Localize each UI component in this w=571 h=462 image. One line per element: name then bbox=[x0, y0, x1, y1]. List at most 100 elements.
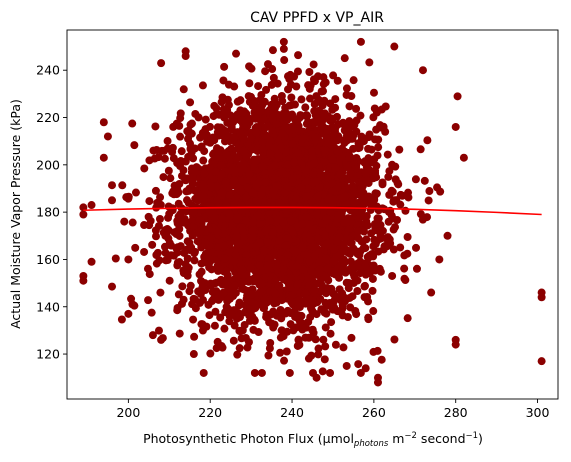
scatter-point bbox=[256, 253, 265, 262]
scatter-point bbox=[309, 60, 318, 69]
scatter-point bbox=[242, 251, 251, 260]
scatter-point bbox=[268, 46, 277, 55]
scatter-point bbox=[257, 279, 266, 288]
scatter-point bbox=[353, 286, 362, 295]
scatter-point bbox=[321, 342, 330, 351]
scatter-point bbox=[130, 141, 139, 150]
scatter-point bbox=[229, 135, 238, 144]
scatter-point bbox=[161, 256, 170, 265]
scatter-point bbox=[303, 118, 312, 127]
scatter-point bbox=[314, 344, 323, 353]
scatter-point bbox=[303, 177, 312, 186]
scatter-point bbox=[300, 249, 309, 258]
scatter-point bbox=[302, 192, 311, 201]
scatter-point bbox=[245, 170, 254, 179]
scatter-point bbox=[349, 76, 358, 85]
scatter-point bbox=[239, 164, 248, 173]
scatter-point bbox=[360, 260, 369, 269]
scatter-point bbox=[220, 324, 229, 333]
scatter-point bbox=[167, 241, 176, 250]
scatter-point bbox=[144, 296, 153, 305]
scatter-point bbox=[118, 181, 127, 190]
scatter-point bbox=[330, 303, 339, 312]
scatter-point bbox=[296, 113, 305, 122]
scatter-point bbox=[313, 270, 322, 279]
scatter-point bbox=[268, 114, 277, 123]
scatter-point bbox=[207, 182, 216, 191]
scatter-point bbox=[357, 183, 366, 192]
scatter-point bbox=[209, 287, 218, 296]
scatter-point bbox=[175, 258, 184, 267]
scatter-point bbox=[338, 247, 347, 256]
scatter-point bbox=[199, 192, 208, 201]
scatter-point bbox=[186, 98, 195, 107]
scatter-point bbox=[371, 166, 380, 175]
scatter-point bbox=[157, 335, 166, 344]
scatter-point bbox=[328, 105, 337, 114]
scatter-point bbox=[342, 278, 351, 287]
scatter-point bbox=[230, 176, 239, 185]
scatter-point bbox=[342, 90, 351, 99]
scatter-point bbox=[383, 150, 392, 159]
scatter-point bbox=[377, 234, 386, 243]
scatter-point bbox=[230, 82, 239, 91]
scatter-point bbox=[209, 295, 218, 304]
scatter-point bbox=[217, 170, 226, 179]
scatter-point bbox=[283, 182, 292, 191]
scatter-point bbox=[443, 231, 452, 240]
scatter-point bbox=[225, 190, 234, 199]
scatter-point bbox=[195, 216, 204, 225]
scatter-point bbox=[182, 187, 191, 196]
scatter-point bbox=[367, 145, 376, 154]
scatter-point bbox=[79, 276, 88, 285]
y-axis-label: Actual Moisture Vapor Pressure (kPa) bbox=[8, 99, 23, 329]
scatter-point bbox=[389, 245, 398, 254]
scatter-point bbox=[333, 76, 342, 85]
scatter-point bbox=[394, 180, 403, 189]
scatter-point bbox=[326, 329, 335, 338]
scatter-point bbox=[343, 312, 352, 321]
scatter-point bbox=[131, 243, 140, 252]
scatter-point bbox=[200, 185, 209, 194]
scatter-point bbox=[209, 112, 218, 121]
scatter-point bbox=[236, 326, 245, 335]
scatter-point bbox=[190, 186, 199, 195]
scatter-point bbox=[264, 254, 273, 263]
scatter-point bbox=[124, 192, 133, 201]
scatter-point bbox=[396, 243, 405, 252]
scatter-point bbox=[219, 229, 228, 238]
scatter-point bbox=[181, 52, 190, 61]
scatter-point bbox=[265, 216, 274, 225]
scatter-point bbox=[368, 274, 377, 283]
scatter-point bbox=[165, 276, 174, 285]
scatter-point bbox=[128, 119, 137, 128]
scatter-point bbox=[173, 306, 182, 315]
scatter-point bbox=[369, 88, 378, 97]
scatter-point bbox=[191, 304, 200, 313]
scatter-point bbox=[340, 54, 349, 63]
scatter-point bbox=[293, 279, 302, 288]
scatter-point bbox=[346, 169, 355, 178]
scatter-point bbox=[276, 333, 285, 342]
scatter-point bbox=[309, 242, 318, 251]
scatter-point bbox=[179, 295, 188, 304]
scatter-point bbox=[144, 212, 153, 221]
scatter-point bbox=[338, 301, 347, 310]
scatter-point bbox=[195, 227, 204, 236]
scatter-point bbox=[222, 278, 231, 287]
scatter-point bbox=[328, 198, 337, 207]
scatter-point bbox=[219, 76, 228, 85]
scatter-point bbox=[312, 177, 321, 186]
scatter-point bbox=[375, 264, 384, 273]
scatter-point bbox=[349, 278, 358, 287]
scatter-point bbox=[258, 137, 267, 146]
scatter-point bbox=[280, 188, 289, 197]
scatter-point bbox=[140, 164, 149, 173]
scatter-point bbox=[181, 157, 190, 166]
x-tick-label: 240 bbox=[280, 405, 304, 420]
scatter-point bbox=[79, 210, 88, 219]
scatter-point bbox=[314, 192, 323, 201]
scatter-point bbox=[205, 122, 214, 131]
scatter-point bbox=[179, 85, 188, 94]
scatter-point bbox=[352, 104, 361, 113]
